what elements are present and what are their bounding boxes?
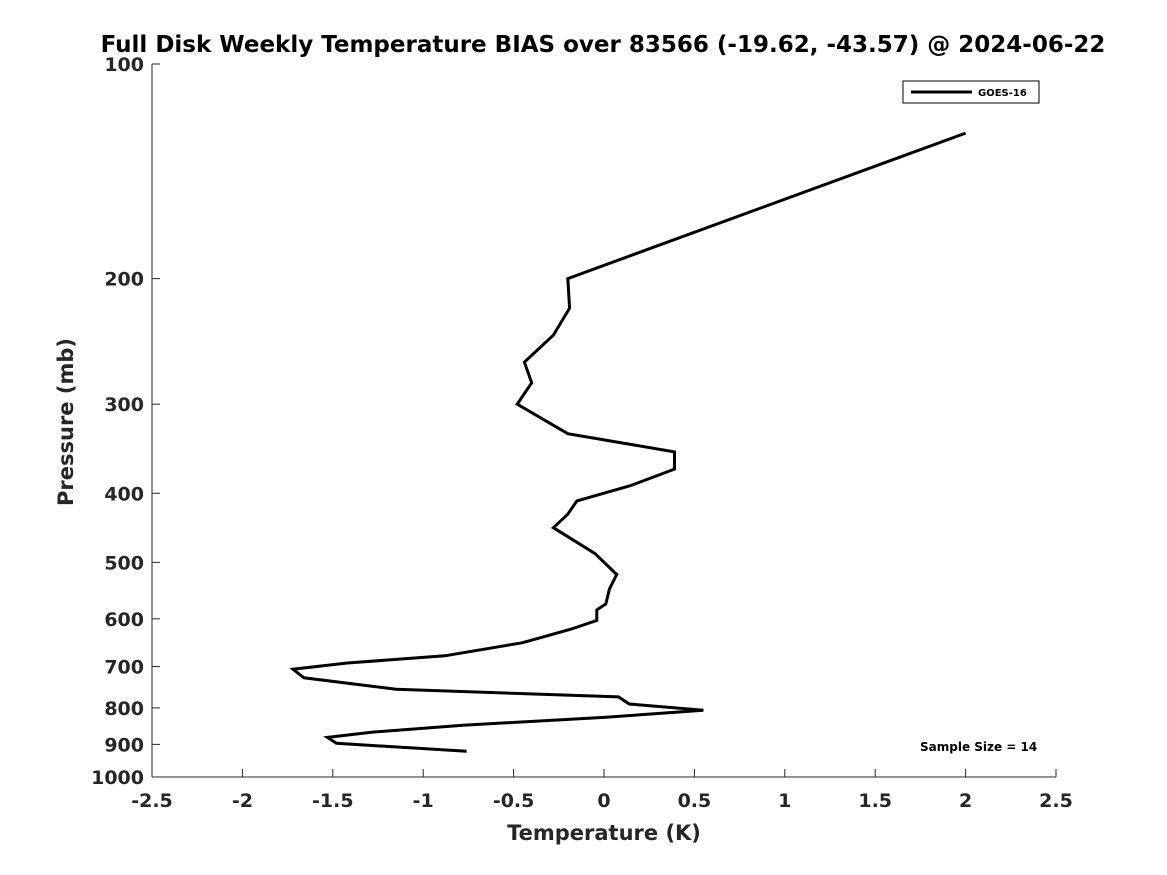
sample-size-annotation: Sample Size = 14 xyxy=(920,740,1037,754)
x-tick-label: -2 xyxy=(232,790,253,812)
y-tick-label: 800 xyxy=(104,698,144,720)
y-tick-label: 200 xyxy=(104,269,144,291)
x-tick-label: -0.5 xyxy=(493,790,535,812)
y-ticks: 100 200 300 400 500 600 700 800 900 1000 xyxy=(91,54,160,789)
y-tick-label: 1000 xyxy=(91,767,144,789)
x-tick-label: 2 xyxy=(959,790,972,812)
y-tick-label: 900 xyxy=(104,734,144,756)
x-ticks: -2.5 -2 -1.5 -1 -0.5 0 0.5 1 1.5 2 2.5 xyxy=(131,769,1073,812)
x-axis-label: Temperature (K) xyxy=(507,821,701,845)
chart-title: Full Disk Weekly Temperature BIAS over 8… xyxy=(101,32,1106,58)
x-tick-label: 1 xyxy=(778,790,791,812)
y-tick-label: 100 xyxy=(104,54,144,76)
x-tick-label: 0.5 xyxy=(678,790,712,812)
x-tick-label: 1.5 xyxy=(858,790,892,812)
x-tick-label: -1.5 xyxy=(312,790,354,812)
y-axis-label: Pressure (mb) xyxy=(54,338,78,506)
y-tick-label: 700 xyxy=(104,657,144,679)
y-tick-label: 400 xyxy=(104,483,144,505)
series-line-goes-16 xyxy=(289,131,967,753)
y-tick-label: 500 xyxy=(104,552,144,574)
x-tick-label: 0 xyxy=(597,790,610,812)
x-tick-label: -1 xyxy=(413,790,434,812)
x-tick-label: -2.5 xyxy=(131,790,173,812)
legend-label-goes-16: GOES-16 xyxy=(978,88,1027,99)
legend: GOES-16 xyxy=(902,80,1040,104)
y-tick-label: 600 xyxy=(104,609,144,631)
x-tick-label: 2.5 xyxy=(1039,790,1073,812)
y-tick-label: 300 xyxy=(104,394,144,416)
plot-area xyxy=(152,64,1056,777)
